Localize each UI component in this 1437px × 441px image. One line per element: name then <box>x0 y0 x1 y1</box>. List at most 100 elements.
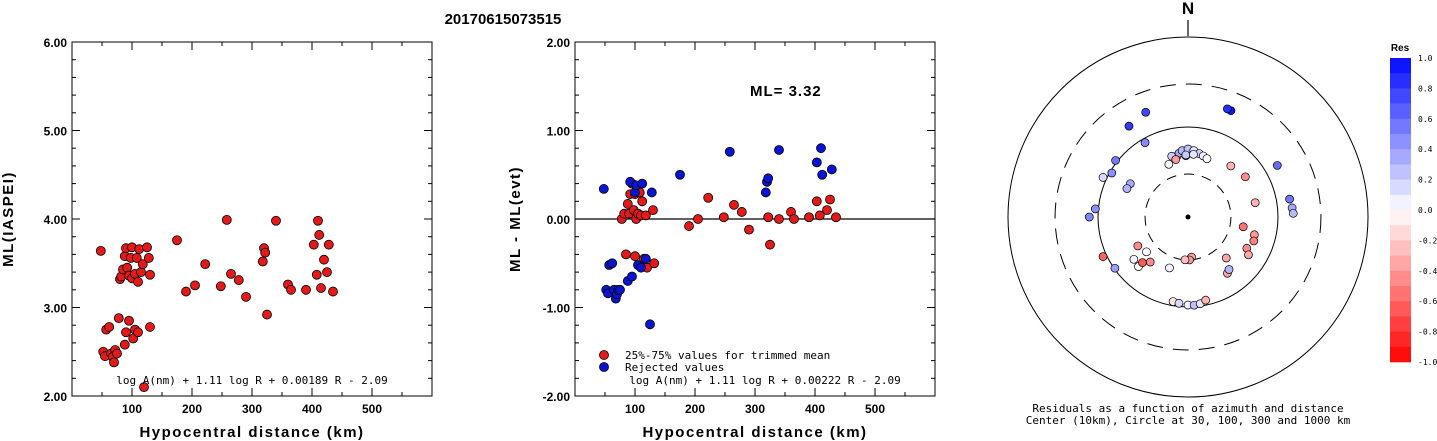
plot2-ytick-label: 0.00 <box>547 213 571 227</box>
plot2-point-kept <box>811 196 822 207</box>
station-point <box>1133 241 1143 251</box>
colorbar-cell <box>1390 270 1411 287</box>
station-point <box>1201 295 1211 305</box>
plot2-point-kept <box>736 207 747 217</box>
colorbar-cell <box>1390 194 1411 211</box>
plot2-point-kept <box>637 196 648 207</box>
colorbar-cell <box>1390 316 1411 332</box>
plot2-xtick-label: 200 <box>685 402 705 416</box>
plot1-point <box>322 267 332 278</box>
plot1-point <box>104 322 115 332</box>
plot1-point <box>257 256 268 267</box>
plot1-point <box>113 313 124 324</box>
legend-marker-kept <box>599 350 609 360</box>
plot2-point-rejected <box>645 319 655 330</box>
plot1-point <box>190 280 200 291</box>
colorbar-tick-label: -0.4 <box>1418 267 1437 276</box>
plot1-point <box>233 275 244 285</box>
distance-ring <box>1054 83 1322 351</box>
plot1-point <box>221 214 232 225</box>
plot1-xtick-label: 100 <box>122 402 142 416</box>
plot1-point <box>109 357 119 368</box>
plot2-ytick-label: 2.00 <box>547 36 571 50</box>
plot2-point-kept <box>693 214 703 224</box>
plot2-point-rejected <box>598 184 609 194</box>
plot1-xlabel: Hypocentral distance (km) <box>139 424 364 441</box>
plot2-point-kept <box>630 251 640 262</box>
station-point <box>1165 263 1174 273</box>
plot1-point <box>260 247 271 258</box>
station-point <box>1124 121 1134 131</box>
north-label: N <box>1182 0 1194 18</box>
plot2-point-rejected <box>675 169 685 180</box>
station-point <box>1202 154 1212 164</box>
plot1-axes: 100 200 300 400 500 2.00 3.00 4.00 5.00 6.00 <box>44 36 432 416</box>
distance-ring <box>1144 173 1232 261</box>
ml-vs-distance-plot: 100 200 300 400 500 2.00 3.00 4.00 5.00 6.00 log … <box>0 36 433 441</box>
plot2-axes: 100 200 300 400 500 -2.00 -1.00 0.00 1.00 2.00 <box>543 36 935 416</box>
plot1-point <box>145 322 155 332</box>
station-point <box>1111 156 1120 165</box>
plot1-point <box>133 276 143 287</box>
colorbar-tick-label: -0.6 <box>1418 297 1437 306</box>
plot2-xtick-label: 100 <box>625 402 645 416</box>
plot2-xtick-label: 400 <box>805 402 825 416</box>
station-point <box>1249 236 1259 246</box>
map-caption-line2: Center (10km), Circle at 30, 100, 300 an… <box>1026 414 1351 427</box>
plot2-ytick-label: -2.00 <box>543 390 571 404</box>
plot2-point-kept <box>825 194 835 205</box>
plot1-point <box>311 269 322 280</box>
plot2-point-rejected <box>646 187 657 198</box>
station-point <box>1110 263 1120 273</box>
colorbar-cell <box>1390 286 1411 302</box>
colorbar-tick-label: -0.8 <box>1418 328 1437 337</box>
plot2-point-kept <box>804 212 814 223</box>
plot2-point-kept <box>703 192 714 203</box>
colorbar-cell <box>1390 134 1411 150</box>
plot1-point <box>119 339 130 350</box>
plot1-ytick-label: 6.00 <box>44 36 68 50</box>
plot1-point <box>136 267 146 278</box>
figure-title: 20170615073515 <box>445 11 562 28</box>
plot2-point-rejected <box>636 262 646 273</box>
station-point <box>1129 254 1139 264</box>
plot1-point <box>124 315 134 326</box>
plot2-point-kept <box>774 214 784 224</box>
plot2-ytick-label: -1.00 <box>543 302 571 316</box>
plot1-point <box>131 253 142 263</box>
plot1-xtick-label: 500 <box>362 402 382 416</box>
plot2-ytick-label: 1.00 <box>547 125 571 139</box>
station-point <box>1122 184 1132 193</box>
colorbar-cell <box>1390 164 1411 180</box>
plot2-point-rejected <box>763 173 774 184</box>
colorbar-cell <box>1390 331 1411 348</box>
plot2-point-kept <box>831 212 841 223</box>
colorbar-cell <box>1390 301 1411 317</box>
plot2-point-rejected <box>760 187 771 198</box>
plot1-point <box>122 262 133 273</box>
plot1-point <box>308 239 319 250</box>
plot2-point-rejected <box>774 145 784 155</box>
station-point <box>1272 161 1282 170</box>
plot1-ylabel: ML(IASPEI) <box>0 171 17 267</box>
station-point <box>1098 173 1108 182</box>
plot2-point-rejected <box>607 258 618 269</box>
plot1-formula: log A(nm) + 1.11 log R + 0.00189 R - 2.0… <box>116 374 388 387</box>
plot2-point-rejected <box>816 143 826 154</box>
colorbar-cell <box>1390 58 1411 74</box>
plot1-point <box>121 327 131 338</box>
station-point <box>1098 252 1108 261</box>
colorbar-tick-label: -1.0 <box>1418 358 1437 367</box>
plot1-ytick-label: 2.00 <box>44 390 68 404</box>
residual-colorbar: Res 1.0 0.8 0.6 0.4 0.2 0.0 -0.2 -0.4 -0.6 -0.8 -1… <box>1390 43 1437 367</box>
plot2-point-rejected <box>615 284 625 295</box>
colorbar-title: Res <box>1391 43 1410 54</box>
station-point <box>1142 247 1151 257</box>
station-point <box>1288 208 1298 218</box>
plot1-point <box>143 253 154 263</box>
plot1-xtick-label: 400 <box>302 402 322 416</box>
colorbar-cell <box>1390 179 1411 196</box>
plot2-point-kept <box>729 199 739 210</box>
plot1-ytick-label: 5.00 <box>44 125 68 139</box>
station-point <box>1164 159 1174 169</box>
